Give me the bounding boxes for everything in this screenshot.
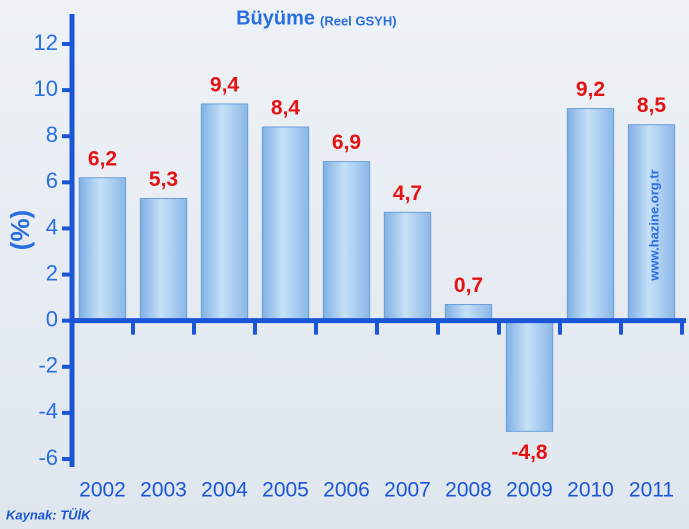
value-label: 6,9 xyxy=(332,131,361,154)
y-tick-label: 4 xyxy=(46,214,58,239)
value-label: 5,3 xyxy=(149,168,178,191)
chart-title: Büyüme xyxy=(236,7,315,29)
value-label: 0,7 xyxy=(454,274,483,297)
x-tick-label: 2006 xyxy=(323,479,370,502)
y-tick-label: -2 xyxy=(38,353,58,378)
bar xyxy=(261,126,310,322)
y-tick-label: 10 xyxy=(34,76,58,101)
value-label: 4,7 xyxy=(393,182,422,205)
y-tick-label: -6 xyxy=(38,445,58,470)
y-tick-label: 2 xyxy=(46,260,58,285)
y-tick-label: 6 xyxy=(46,168,58,193)
y-tick-label: 0 xyxy=(46,306,58,331)
x-tick-label: 2005 xyxy=(262,479,309,502)
x-tick-label: 2010 xyxy=(567,479,614,502)
chart-subtitle: (Reel GSYH) xyxy=(320,13,397,28)
x-tick-label: 2008 xyxy=(445,479,492,502)
y-tick-label: 8 xyxy=(46,122,58,147)
x-tick-label: 2003 xyxy=(140,479,187,502)
x-tick-label: 2007 xyxy=(384,479,431,502)
x-tick-label: 2009 xyxy=(506,479,553,502)
x-tick-label: 2004 xyxy=(201,479,248,502)
bar xyxy=(383,211,432,322)
value-label: -4,8 xyxy=(511,441,548,464)
y-tick-label: 12 xyxy=(34,30,58,55)
bar xyxy=(200,103,249,322)
value-label: 8,5 xyxy=(637,94,667,117)
x-tick-label: 2002 xyxy=(79,479,126,502)
x-tick-label: 2011 xyxy=(629,479,674,502)
watermark: www.hazine.org.tr xyxy=(646,169,661,281)
value-label: 9,4 xyxy=(210,73,240,96)
bar xyxy=(78,177,127,322)
bar xyxy=(139,197,188,322)
value-label: 8,4 xyxy=(271,97,301,120)
bar xyxy=(566,108,615,322)
bar xyxy=(322,161,371,322)
bar xyxy=(505,320,554,432)
value-label: 9,2 xyxy=(576,78,605,101)
value-label: 6,2 xyxy=(88,147,117,170)
bar xyxy=(627,124,676,322)
y-tick-label: -4 xyxy=(38,399,58,424)
source: Kaynak: TÜİK xyxy=(6,507,92,522)
y-axis-label: (%) xyxy=(5,210,35,250)
